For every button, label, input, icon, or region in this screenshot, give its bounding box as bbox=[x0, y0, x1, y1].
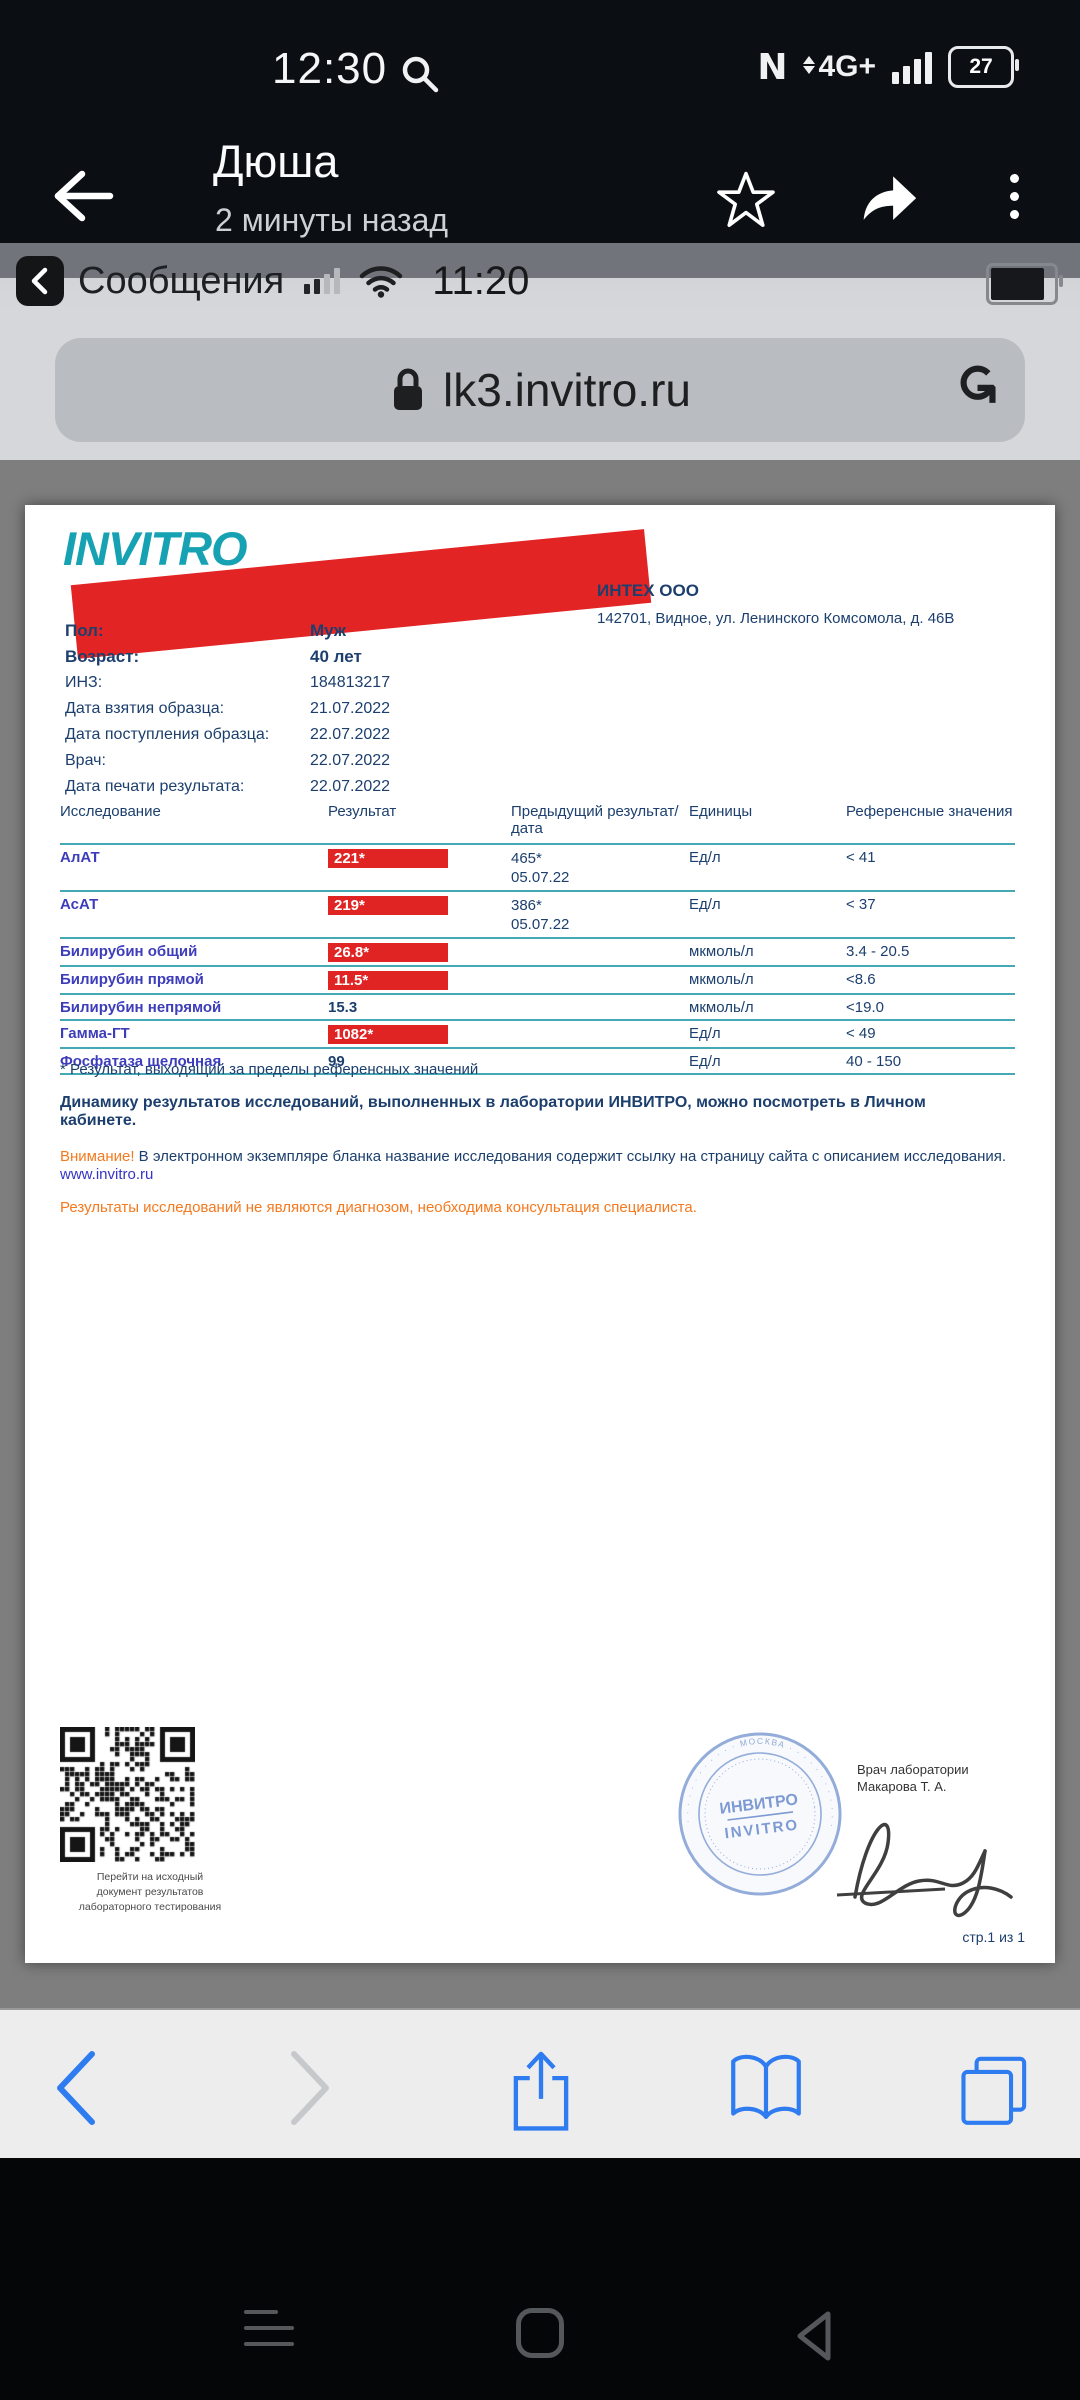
wifi-icon bbox=[360, 266, 403, 298]
home-icon[interactable] bbox=[516, 2308, 564, 2358]
reload-icon[interactable]: ↻ bbox=[945, 360, 1006, 407]
back-to-app-chip[interactable] bbox=[16, 256, 64, 306]
invitro-stamp: · · · · · · · · · · · · МОСКВА · · · · ·… bbox=[673, 1727, 842, 1896]
organization-name: ИНТЕХ ООО bbox=[597, 581, 699, 600]
table-header: Исследование Результат Предыдущий резуль… bbox=[60, 799, 1015, 845]
clock: 12:30 bbox=[272, 44, 388, 93]
disclaimer: Результаты исследований не являются диаг… bbox=[60, 1199, 697, 1216]
results-table: Исследование Результат Предыдущий резуль… bbox=[60, 799, 1015, 1075]
ios-signal-icon bbox=[304, 268, 341, 294]
table-row: АсАТ 219* 386* 05.07.22 Ед/л < 37 bbox=[60, 892, 1015, 939]
signal-icon bbox=[892, 50, 932, 84]
attention-label: Внимание! bbox=[60, 1148, 135, 1165]
qr-caption: Перейти на исходный документ результатов… bbox=[78, 1871, 222, 1913]
page-number: стр.1 из 1 bbox=[962, 1929, 1025, 1945]
ios-clock: 11:20 bbox=[432, 258, 530, 303]
table-row: Билирубин непрямой 15.3 мкмоль/л <19.0 bbox=[60, 995, 1015, 1021]
lab-report-document: INVITRO ДРЕЙ АЛЕКСАНДРОВИЧ ИНТЕХ ООО 142… bbox=[25, 505, 1055, 1963]
qr-code bbox=[60, 1727, 195, 1862]
url-text: lk3.invitro.ru bbox=[443, 364, 691, 416]
info-row: Возраст: 40 лет bbox=[65, 647, 362, 666]
safari-url-section: lk3.invitro.ru ↻ bbox=[0, 310, 1080, 460]
data-arrows-icon bbox=[803, 56, 816, 74]
attention-note: Внимание! В электронном экземпляре бланк… bbox=[60, 1148, 1007, 1165]
info-row: ИНЗ: 184813217 bbox=[65, 674, 391, 691]
reference-footnote: * Результат, выходящий за пределы рефере… bbox=[60, 1061, 479, 1078]
doctor-label: Врач лаборатории Макарова Т. А. bbox=[857, 1762, 969, 1794]
favorite-star-icon[interactable] bbox=[716, 170, 776, 230]
qr-block: Перейти на исходный документ результатов… bbox=[60, 1727, 240, 1915]
back-to-messages-label[interactable]: Сообщения bbox=[78, 259, 285, 302]
safari-toolbar bbox=[0, 2008, 1080, 2160]
address-bar[interactable]: lk3.invitro.ru ↻ bbox=[55, 338, 1025, 442]
organization-address: 142701, Видное, ул. Ленинского Комсомола… bbox=[597, 610, 955, 627]
recents-icon[interactable] bbox=[244, 2308, 294, 2346]
patient-info: Пол: Муж Возраст: 40 лет ИНЗ: 184813217 Дат… bbox=[65, 618, 390, 800]
browser-forward-icon[interactable] bbox=[276, 2046, 342, 2130]
info-row: Дата поступления образца: 22.07.2022 bbox=[65, 726, 391, 743]
invitro-link[interactable]: www.invitro.ru bbox=[60, 1166, 154, 1183]
table-row: Билирубин прямой 11.5* мкмоль/л <8.6 bbox=[60, 967, 1015, 995]
share-icon[interactable] bbox=[502, 2046, 580, 2138]
overflow-menu-icon[interactable] bbox=[996, 170, 1033, 223]
info-row: Дата взятия образца: 21.07.2022 bbox=[65, 700, 391, 717]
bookmarks-icon[interactable] bbox=[724, 2046, 808, 2134]
invitro-logo: INVITRO bbox=[63, 522, 248, 575]
battery-percent: 27 bbox=[969, 55, 993, 78]
table-row: Гамма-ГТ 1082* Ед/л < 49 bbox=[60, 1021, 1015, 1049]
sender-name: Дюша bbox=[213, 136, 339, 187]
ios-status-bar: Сообщения 11:20 bbox=[0, 243, 1080, 310]
signature bbox=[836, 1822, 1013, 1918]
browser-back-icon[interactable] bbox=[44, 2046, 110, 2130]
table-row: АлАТ 221* 465* 05.07.22 Ед/л < 41 bbox=[60, 845, 1015, 892]
info-row: Дата печати результата: 22.07.2022 bbox=[65, 778, 391, 795]
back-arrow-icon[interactable] bbox=[48, 166, 118, 226]
tabs-icon[interactable] bbox=[952, 2046, 1034, 2134]
ios-battery-icon bbox=[986, 263, 1063, 305]
android-status-bar: 12:30 N 4G+ 27 bbox=[0, 0, 1080, 140]
info-row: Врач: 22.07.2022 bbox=[65, 752, 391, 769]
nfc-icon: N bbox=[757, 46, 788, 88]
battery-icon: 27 bbox=[948, 46, 1019, 88]
lock-icon bbox=[394, 368, 423, 410]
info-row: Пол: Муж bbox=[65, 621, 346, 640]
dynamics-note: Динамику результатов исследований, выпол… bbox=[60, 1094, 926, 1129]
viewer-header: Дюша 2 минуты назад bbox=[0, 136, 1080, 243]
mobile-network-indicator: 4G+ bbox=[803, 50, 876, 84]
browser-viewport: INVITRO ДРЕЙ АЛЕКСАНДРОВИЧ ИНТЕХ ООО 142… bbox=[0, 460, 1080, 2008]
table-row: Фосфатаза щелочная 99 Ед/л 40 - 150 bbox=[60, 1049, 1015, 1075]
nav-back-icon[interactable] bbox=[790, 2308, 840, 2364]
message-timestamp: 2 минуты назад bbox=[215, 202, 449, 238]
document-footer: * Результат, выходящий за пределы рефере… bbox=[60, 1061, 1025, 1216]
search-icon bbox=[402, 56, 439, 93]
android-nav-bar bbox=[0, 2158, 1080, 2400]
forward-icon[interactable] bbox=[856, 170, 920, 230]
table-row: Билирубин общий 26.8* мкмоль/л 3.4 - 20.… bbox=[60, 939, 1015, 967]
